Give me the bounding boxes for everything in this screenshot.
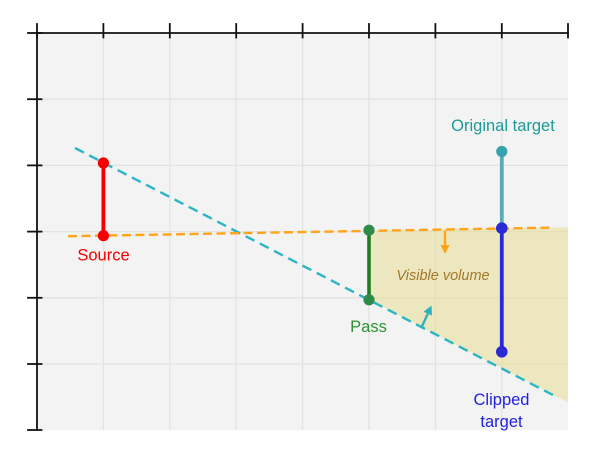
source-segment: [97, 157, 109, 242]
visible-volume-label: Visible volume: [396, 268, 489, 284]
visible-volume-label-line-0: Visible volume: [396, 268, 489, 284]
pass-label-line-0: Pass: [350, 318, 387, 336]
upper-clip-edge: [74, 146, 554, 397]
source-label: Source: [77, 247, 129, 265]
upper-normal-arrow-shaft: [420, 313, 429, 328]
pass-label: Pass: [350, 318, 387, 336]
spines-and-ticks: [27, 23, 569, 431]
upper-normal-arrow: [420, 305, 432, 328]
clipped-target-label: Clipped target: [474, 391, 530, 431]
pass-segment: [363, 224, 375, 306]
clipped-target-top-dot: [496, 222, 508, 234]
original-target-top-dot: [496, 145, 508, 158]
original-target-label: Original target: [451, 117, 555, 135]
visible-volume-region: [369, 227, 568, 403]
lower-normal-arrow: [440, 230, 450, 254]
source-top-dot: [97, 157, 109, 169]
lower-normal-arrow-head: [440, 245, 450, 254]
clipped-target-segment: [496, 222, 508, 358]
clipped-target-bottom-dot: [496, 346, 508, 358]
upper-normal-arrow-head: [423, 305, 432, 316]
pass-bottom-dot: [363, 294, 375, 306]
pass-top-dot: [363, 224, 375, 236]
clipped-target-label-line-0: Clipped: [474, 391, 530, 409]
original-target-segment: [496, 145, 508, 229]
clipped-target-label-line-1: target: [480, 413, 523, 431]
original-target-label-line-0: Original target: [451, 117, 555, 135]
source-bottom-dot: [97, 230, 109, 242]
source-label-line-0: Source: [77, 247, 129, 265]
